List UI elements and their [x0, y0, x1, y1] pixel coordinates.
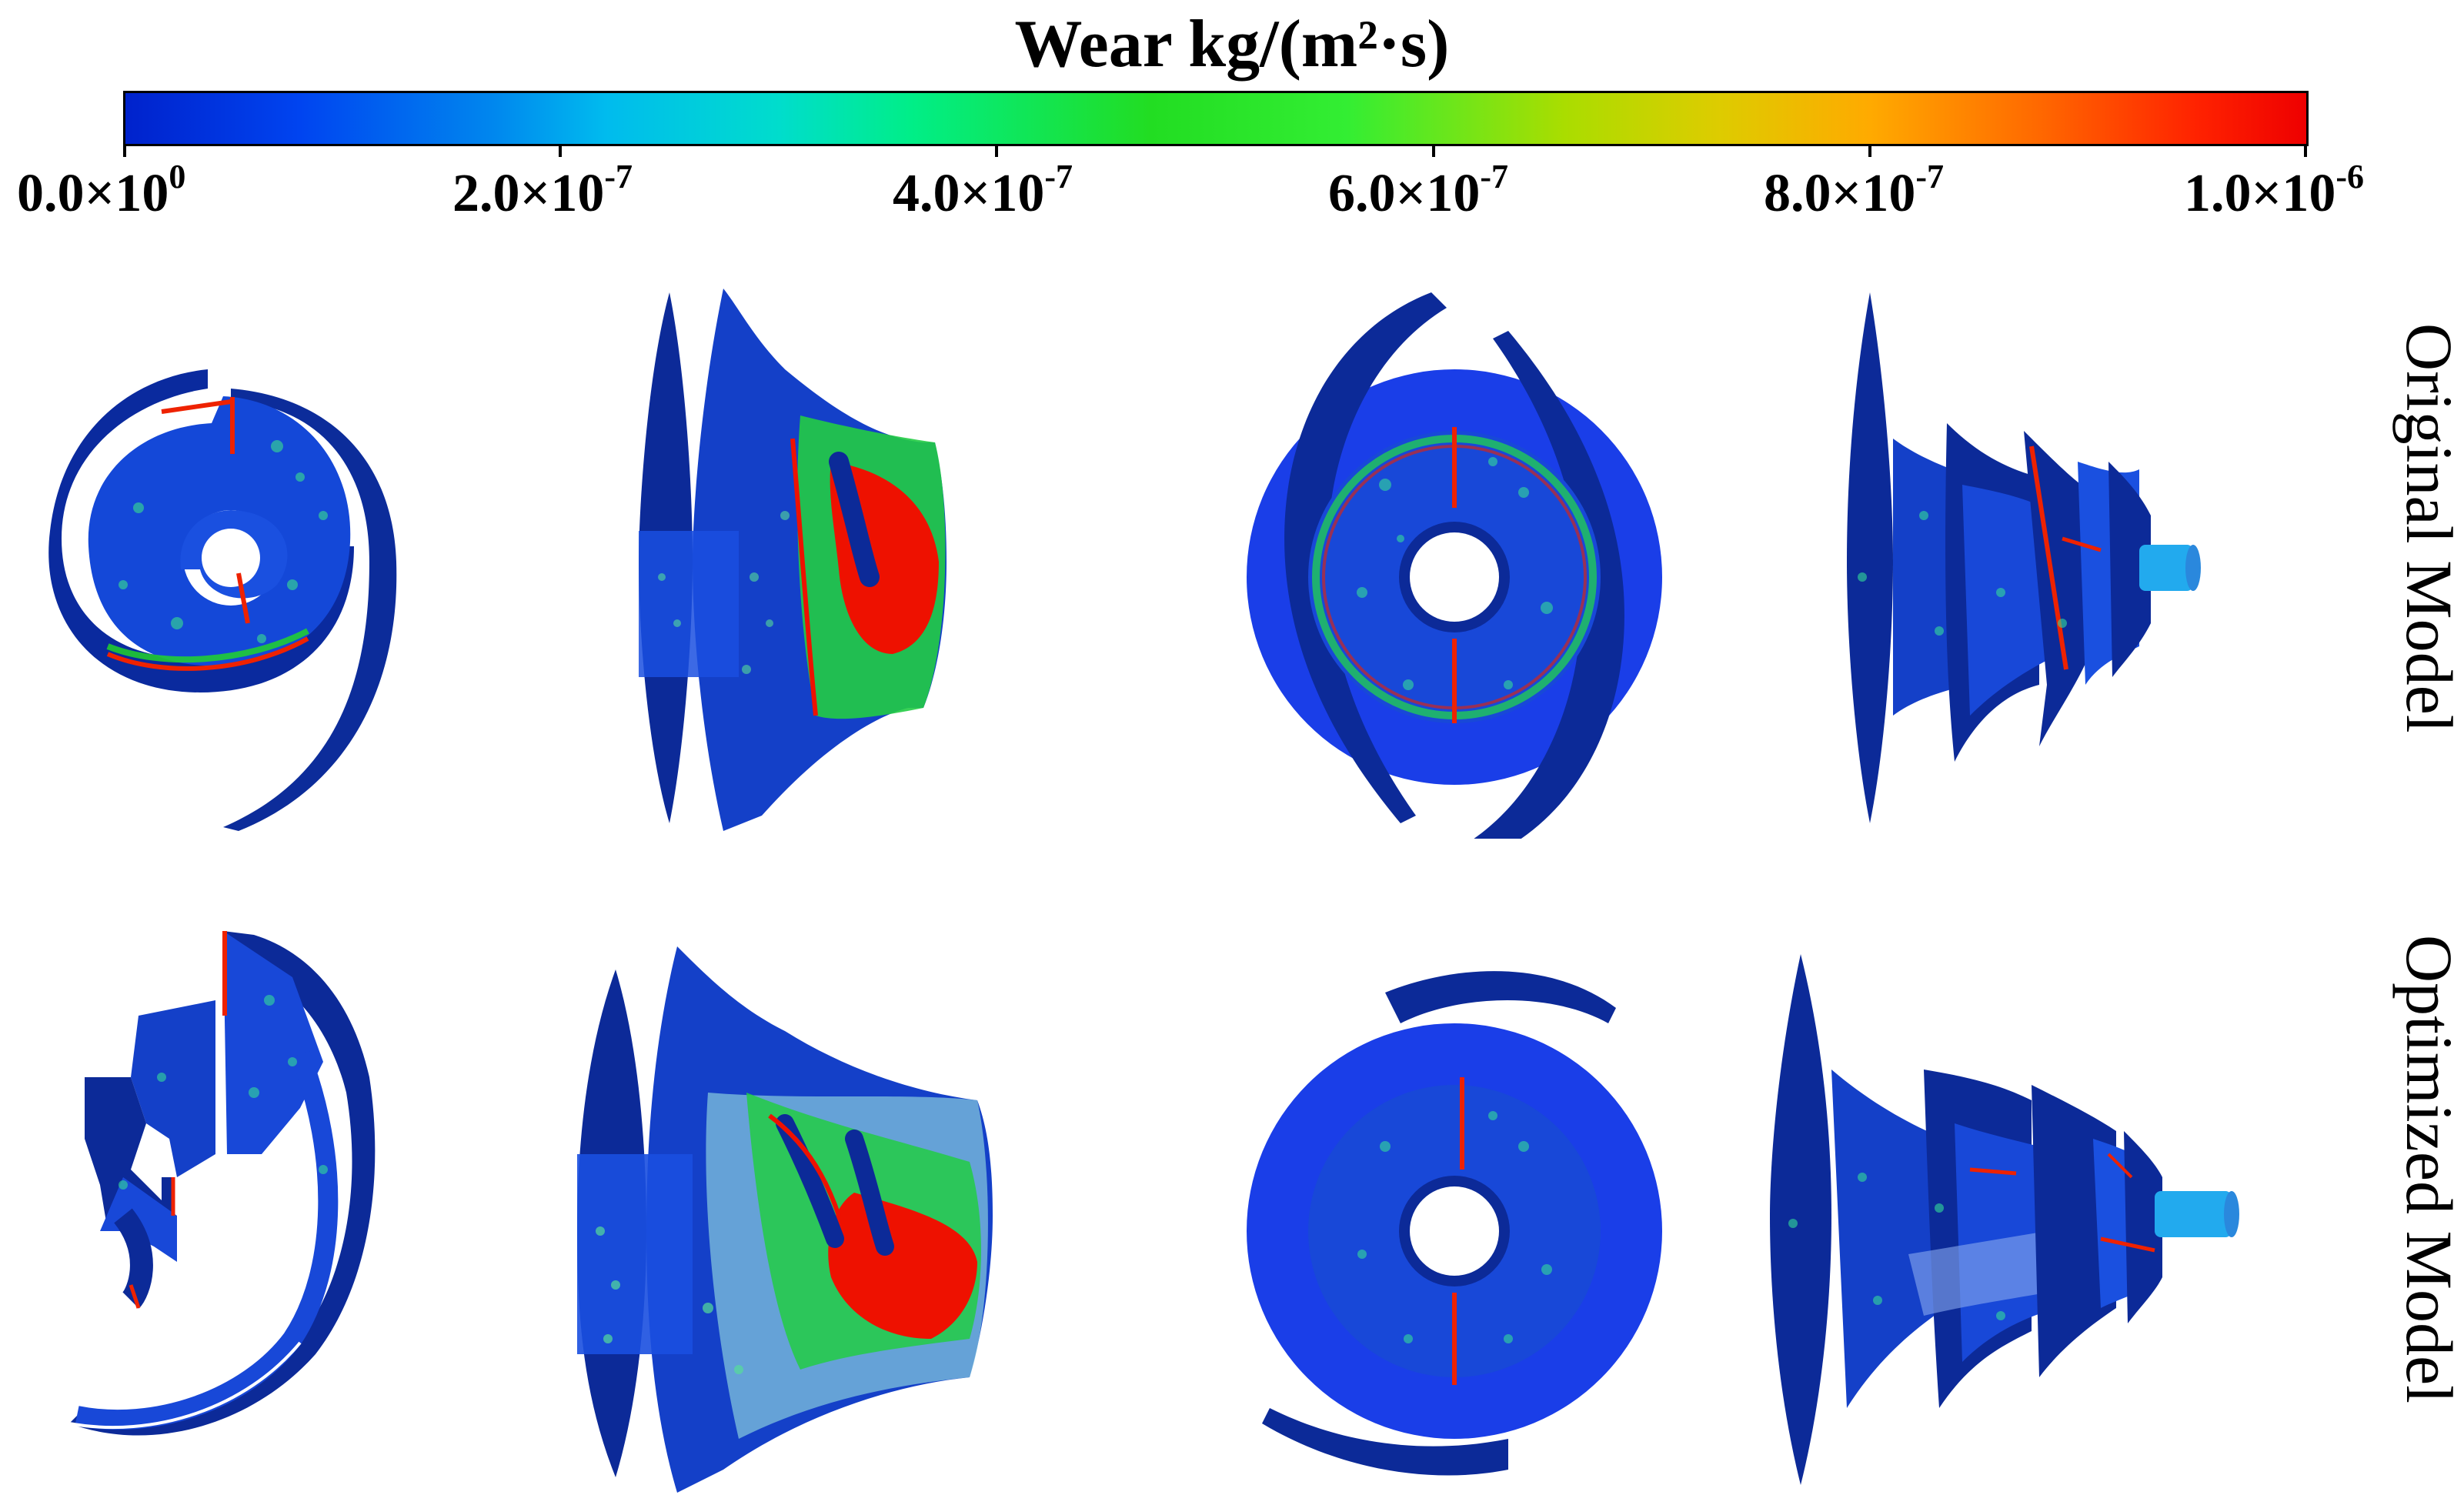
colorbar-tick	[1868, 146, 1871, 157]
colorbar-tick	[2304, 146, 2307, 157]
colorbar-tick-label: 2.0×10-7	[452, 158, 633, 223]
colorbar-tick	[123, 146, 126, 157]
colorbar-tick	[559, 146, 562, 157]
colorbar-tick-label: 1.0×10-6	[2184, 158, 2365, 223]
row-label-original: Original Model	[2392, 323, 2464, 733]
row-label-optimized: Optimized Model	[2392, 935, 2464, 1404]
colorbar-tick-label: 6.0×10-7	[1328, 158, 1509, 223]
optimized-side-view	[577, 946, 993, 1493]
optimized-oblique-view	[1770, 954, 2239, 1485]
original-oblique-view	[1847, 292, 2201, 823]
original-front-view	[1247, 292, 1662, 839]
colorbar-tick-label: 8.0×10-7	[1764, 158, 1945, 223]
colorbar-tick-label: 4.0×10-7	[893, 158, 1073, 223]
colorbar-tick	[1432, 146, 1435, 157]
original-spiral-view	[48, 369, 397, 831]
colorbar-title: Wear kg/(m²·s)	[1014, 7, 1450, 82]
original-side-view	[639, 289, 947, 831]
colorbar	[123, 91, 2309, 146]
colorbar-tick-label: 0.0×100	[17, 158, 186, 223]
optimized-spiral-view	[68, 931, 376, 1436]
colorbar-tick	[995, 146, 998, 157]
optimized-front-view	[1247, 971, 1662, 1476]
